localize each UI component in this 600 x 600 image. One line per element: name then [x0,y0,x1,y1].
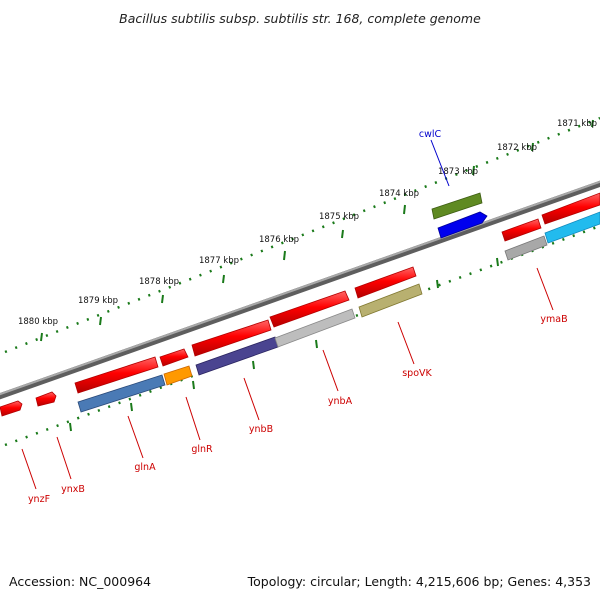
glnA-leader [127,415,144,459]
tick-label: 1879 kbp [78,296,118,306]
tick-label: 1873 kbp [438,167,478,177]
glnR-leader [185,396,201,441]
ymaB-leader [536,267,554,311]
spoVK-feature [354,266,417,299]
tick-mark [496,257,499,267]
gene-label-glnA: glnA [134,462,156,473]
tick-mark [315,339,318,349]
tick-label: 1872 kbp [497,143,537,153]
ynzF-leader [21,448,37,490]
gene-labels: cwlC ymaB spoVK ynbA ynbB glnR glnA ynxB… [28,129,568,505]
ruler-outer [4,116,600,354]
ynbA-feature [269,290,350,328]
tick-mark [283,250,286,261]
gene-label-cwlC: cwlC [419,129,442,140]
gene-label-glnR: glnR [191,444,213,455]
tick-label: 1871 kbp [557,119,597,129]
label-leaders [21,139,554,490]
ynbA-leader [322,349,339,392]
ynxB-leader [56,436,72,480]
tick-mark [40,332,43,342]
ynbB-feature [191,319,272,357]
glnR-feature-lower [163,365,193,386]
tick-label: 1880 kbp [18,317,58,327]
glnR-feature [159,348,189,367]
tick-label: 1875 kbp [319,212,359,222]
tick-mark [531,142,534,152]
genome-backbone [0,180,600,400]
spoVK-leader [397,321,415,365]
gene-label-ynbA: ynbA [328,396,353,407]
gene-feature-red [541,192,600,225]
accession-text: Accession: NC_000964 [9,574,151,589]
tick-mark [472,165,475,176]
tick-mark [591,119,594,128]
ynbA-feature-lower [274,308,356,348]
gene-feature-cyan [544,211,600,244]
genome-backbone-highlight [0,180,600,396]
ynzF-feature [0,400,23,417]
tick-label: 1876 kbp [259,235,299,245]
tick-mark [130,402,133,412]
ymaB-feature [501,218,542,242]
tick-mark [161,294,164,304]
reverse-features [0,218,548,417]
tick-mark [192,380,195,390]
tick-mark [436,279,439,289]
map-title: Bacillus subtilis subsp. subtilis str. 1… [119,11,481,26]
tick-mark [99,316,102,326]
tick-mark [403,204,406,215]
tick-mark [222,274,225,284]
tick-label: 1878 kbp [139,277,179,287]
gene-label-ynzF: ynzF [28,494,50,505]
gene-label-ymaB: ymaB [540,314,567,325]
tick-mark [341,229,344,239]
genome-summary-text: Topology: circular; Length: 4,215,606 bp… [247,574,591,589]
ynbB-leader [243,377,260,421]
forward-features [431,192,600,244]
cwlC-leader [430,139,450,187]
glnA-feature [74,356,159,394]
tick-mark [69,422,72,432]
tick-mark [252,360,255,370]
cwlC-feature [437,211,488,239]
glnA-feature-lower [77,374,166,413]
gene-label-ynxB: ynxB [61,484,85,495]
spoVK-feature-lower [358,283,423,318]
ruler-outer-major-ticks [40,119,594,342]
gene-label-ynbB: ynbB [249,424,273,435]
ymaB-feature-lower [504,235,548,261]
tick-labels: 1871 kbp 1872 kbp 1873 kbp 1874 kbp 1875… [18,119,597,327]
gene-feature-green [431,192,483,220]
ynxB-feature [35,391,57,407]
ruler-inner [4,224,600,447]
tick-label: 1877 kbp [199,256,239,266]
gene-label-spoVK: spoVK [402,368,432,379]
tick-label: 1874 kbp [379,189,419,199]
